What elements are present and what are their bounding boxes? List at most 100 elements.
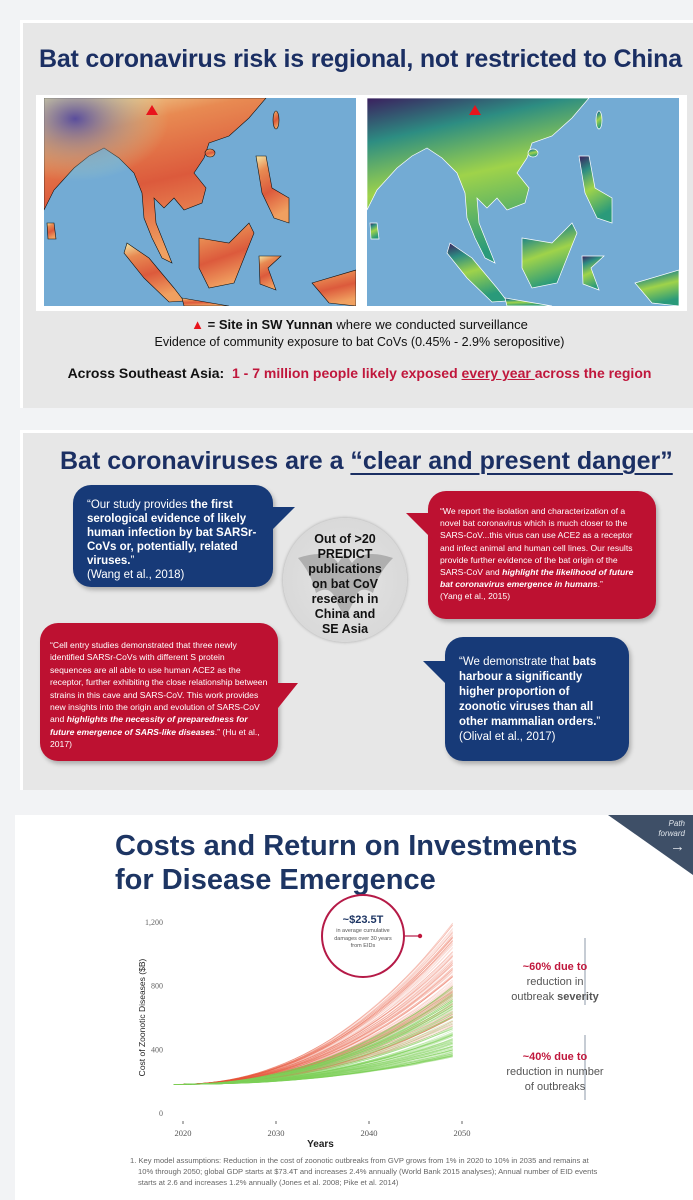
simulation-line xyxy=(173,1049,453,1085)
simulation-line xyxy=(173,931,453,1085)
simulation-line xyxy=(173,1042,453,1085)
simulation-line xyxy=(173,1007,453,1085)
simulation-line xyxy=(173,1042,453,1085)
simulation-line xyxy=(173,1055,453,1085)
simulation-line xyxy=(173,1022,453,1085)
simulation-line xyxy=(173,1017,453,1085)
simulation-line xyxy=(173,1036,453,1085)
simulation-line xyxy=(173,1056,453,1085)
simulation-lines xyxy=(173,922,453,1085)
simulation-line xyxy=(173,1008,453,1085)
quote-bubble-wang: “Our study provides the first serologica… xyxy=(73,485,295,587)
slide-title: Bat coronavirus risk is regional, not re… xyxy=(39,45,682,73)
simulation-line xyxy=(173,1055,453,1085)
path-forward-button[interactable]: Path forward → xyxy=(608,815,693,875)
simulation-line xyxy=(173,975,453,1085)
simulation-line xyxy=(173,924,453,1085)
simulation-line xyxy=(173,1009,453,1085)
simulation-line xyxy=(173,1021,453,1085)
y-tick-label: 400 xyxy=(151,1045,163,1054)
simulation-line xyxy=(173,1055,453,1085)
simulation-line xyxy=(173,1030,453,1085)
simulation-line xyxy=(173,940,453,1085)
simulation-line xyxy=(173,923,453,1085)
simulation-line xyxy=(173,986,453,1085)
simulation-line xyxy=(173,982,453,1085)
slide-clear-present-danger: Bat coronaviruses are a “clear and prese… xyxy=(20,430,693,790)
simulation-line xyxy=(173,956,453,1085)
simulation-line xyxy=(173,994,453,1085)
simulation-line xyxy=(173,1015,453,1085)
simulation-line xyxy=(173,976,453,1085)
simulation-line xyxy=(173,1054,453,1085)
simulation-line xyxy=(173,991,453,1085)
simulation-line xyxy=(173,1051,453,1085)
footnote: 1. Key model assumptions: Reduction in t… xyxy=(130,1156,598,1187)
simulation-line xyxy=(173,1039,453,1085)
simulation-line xyxy=(173,1055,453,1085)
simulation-line xyxy=(173,993,453,1085)
simulation-line xyxy=(173,975,453,1085)
simulation-line xyxy=(173,1036,453,1085)
severity-annotation: ~60% due to reduction in outbreak severit… xyxy=(511,961,599,1003)
simulation-line xyxy=(173,1003,453,1085)
simulation-line xyxy=(173,1050,453,1085)
simulation-line xyxy=(173,999,453,1085)
simulation-line xyxy=(173,1004,453,1085)
simulation-line xyxy=(173,997,453,1085)
region-summary: Across Southeast Asia: 1 - 7 million peo… xyxy=(67,365,652,381)
slide-title: Bat coronaviruses are a “clear and prese… xyxy=(60,447,673,475)
simulation-line xyxy=(173,974,453,1085)
simulation-line xyxy=(173,1032,453,1085)
simulation-line xyxy=(173,1014,453,1085)
simulation-line xyxy=(173,1032,453,1085)
quote-bubble-olival: “We demonstrate that bats harbour a sign… xyxy=(423,637,629,761)
simulation-line xyxy=(173,1034,453,1085)
simulation-line xyxy=(173,1033,453,1085)
simulation-line xyxy=(173,1055,453,1085)
y-tick-label: 0 xyxy=(159,1109,163,1118)
simulation-line xyxy=(173,951,453,1085)
simulation-line xyxy=(173,1047,453,1085)
arrow-right-icon: → xyxy=(670,838,685,855)
simulation-line xyxy=(173,934,453,1085)
simulation-line xyxy=(173,976,453,1085)
simulation-line xyxy=(173,1051,453,1085)
simulation-line xyxy=(173,969,453,1085)
risk-map-left xyxy=(44,98,356,306)
simulation-line xyxy=(173,993,453,1085)
simulation-line xyxy=(173,990,453,1085)
simulation-line xyxy=(173,971,453,1085)
simulation-line xyxy=(173,1040,453,1085)
simulation-line xyxy=(173,1008,453,1085)
simulation-line xyxy=(173,1017,453,1085)
simulation-line xyxy=(173,998,453,1085)
simulation-line xyxy=(173,960,453,1085)
site-legend: ▲ = Site in SW Yunnan where we conducted… xyxy=(191,317,528,332)
simulation-line xyxy=(173,1016,453,1085)
simulation-line xyxy=(173,936,453,1085)
simulation-line xyxy=(173,938,453,1085)
simulation-line xyxy=(173,987,453,1085)
simulation-line xyxy=(173,1015,453,1085)
simulation-line xyxy=(173,1053,453,1085)
simulation-line xyxy=(173,939,453,1085)
simulation-line xyxy=(173,968,453,1085)
simulation-line xyxy=(173,1045,453,1085)
simulation-line xyxy=(173,1040,453,1085)
simulation-line xyxy=(173,1011,453,1085)
simulation-line xyxy=(173,1017,453,1085)
simulation-line xyxy=(173,991,453,1085)
simulation-line xyxy=(173,1003,453,1085)
simulation-line xyxy=(173,1038,453,1085)
simulation-line xyxy=(173,1034,453,1085)
simulation-line xyxy=(173,1014,453,1085)
simulation-line xyxy=(173,940,453,1085)
publications-circle: Out of >20 PREDICT publications on bat CoV r… xyxy=(283,518,407,642)
simulation-line xyxy=(173,1026,453,1085)
simulation-line xyxy=(173,999,453,1085)
y-tick-label: 1,200 xyxy=(145,918,163,927)
simulation-line xyxy=(173,1021,453,1085)
simulation-line xyxy=(173,1048,453,1085)
simulation-line xyxy=(173,985,453,1085)
